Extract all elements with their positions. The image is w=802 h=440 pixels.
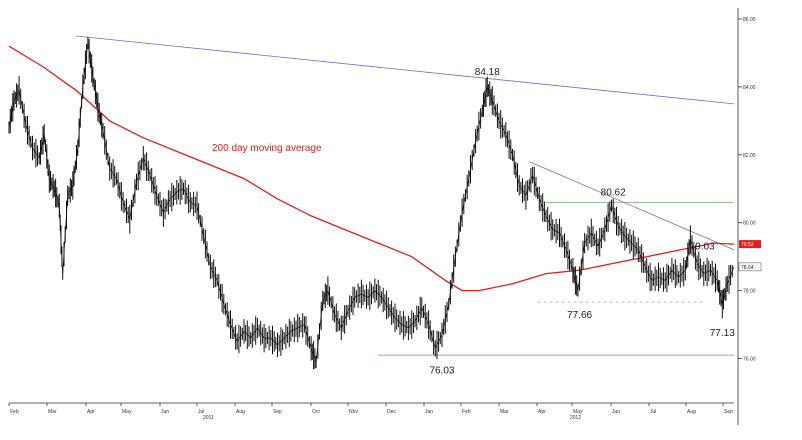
x-tick-label: Sep — [273, 409, 282, 415]
trendlines — [76, 35, 735, 251]
year-label: 2012 — [570, 415, 581, 421]
x-tick-label: Jun — [612, 409, 620, 415]
price-tags: 79.52 78.64 — [738, 240, 762, 272]
level-annotation: 84.18 — [475, 67, 500, 78]
level-annotation: 77.66 — [567, 310, 592, 321]
x-tick-label: Mar — [500, 409, 509, 415]
x-tick-label: Feb — [462, 409, 471, 415]
level-annotation: 79.03 — [690, 242, 715, 253]
price-tag-box — [739, 240, 761, 249]
x-tick-label: May — [122, 409, 132, 415]
x-tick-label: Jul — [198, 409, 204, 415]
price-tag-label: 79.52 — [741, 242, 754, 248]
x-tick-label: Nov — [349, 409, 358, 415]
moving-average-label: 200 day moving average — [212, 143, 322, 154]
x-tick-label: Apr — [538, 409, 546, 415]
moving-average-line — [8, 45, 735, 292]
x-tick-label: Oct — [312, 409, 320, 415]
annotations: 84.18 80.62 79.03 77.66 77.13 76.03 — [429, 67, 735, 377]
support-resistance-lines — [378, 201, 734, 356]
y-axis: 86.00 84.00 82.00 80.00 78.00 76.00 — [737, 8, 756, 425]
y-tick-label: 78.00 — [743, 289, 756, 295]
trendline — [529, 161, 735, 251]
x-tick-label: Aug — [236, 409, 245, 415]
level-annotation: 80.62 — [601, 188, 626, 199]
x-tick-label: Feb — [10, 409, 19, 415]
price-tag-box — [738, 262, 762, 272]
moving-average-series — [8, 45, 735, 292]
x-tick-label: Jun — [161, 409, 169, 415]
x-tick-label: Sep — [724, 409, 733, 415]
level-annotation: 77.13 — [710, 328, 735, 339]
trendline — [76, 35, 735, 105]
price-tag-label: 78.64 — [741, 265, 754, 271]
price-series — [8, 36, 735, 370]
y-tick-label: 76.00 — [743, 357, 756, 363]
y-tick-label: 82.00 — [743, 153, 756, 159]
y-tick-label: 86.00 — [743, 17, 756, 23]
y-tick-label: 84.00 — [743, 85, 756, 91]
level-annotation: 76.03 — [429, 365, 454, 376]
x-tick-label: Apr — [87, 409, 95, 415]
x-tick-label: Mar — [48, 409, 57, 415]
x-tick-label: Jan — [425, 409, 433, 415]
x-tick-label: May — [573, 409, 583, 415]
x-tick-label: Jul — [650, 409, 656, 415]
x-tick-label: Dec — [387, 409, 396, 415]
price-line — [8, 42, 735, 363]
x-tick-label: Aug — [687, 409, 696, 415]
x-axis: Feb Mar Apr May Jun Jul Aug Sep Oct Nov Dec Jan Feb M… — [8, 402, 734, 421]
year-label: 2011 — [203, 415, 214, 421]
y-tick-label: 80.00 — [743, 221, 756, 227]
